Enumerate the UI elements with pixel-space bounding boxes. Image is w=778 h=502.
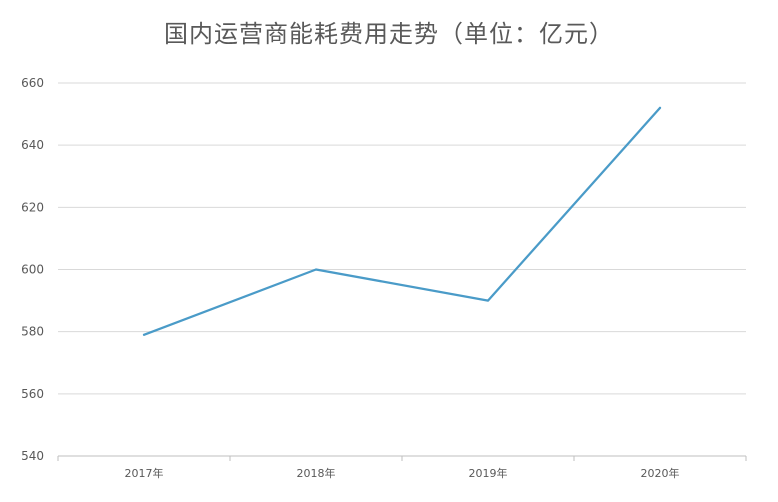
x-tick-labels: 2017年 2018年 2019年 2020年 bbox=[125, 466, 680, 480]
y-tick-label: 600 bbox=[21, 263, 44, 277]
series-lines bbox=[142, 106, 662, 336]
y-tick-label: 620 bbox=[21, 200, 44, 214]
x-tick-label: 2018年 bbox=[297, 466, 336, 480]
chart-title: 国内运营商能耗费用走势（单位：亿元） bbox=[164, 20, 614, 48]
data-point bbox=[487, 299, 489, 302]
y-tick-label: 580 bbox=[21, 325, 44, 339]
y-tick-label: 560 bbox=[21, 387, 44, 401]
y-tick-label: 660 bbox=[21, 76, 44, 90]
data-point bbox=[659, 106, 661, 109]
data-point bbox=[143, 333, 145, 336]
y-tick-label: 540 bbox=[21, 449, 44, 463]
data-point bbox=[315, 268, 317, 271]
x-tick-label: 2019年 bbox=[469, 466, 508, 480]
y-tick-label: 640 bbox=[21, 138, 44, 152]
axes bbox=[57, 455, 747, 461]
x-tick-label: 2017年 bbox=[125, 466, 164, 480]
gridlines bbox=[58, 82, 746, 395]
y-tick-labels: 540 560 580 600 620 640 660 bbox=[21, 76, 44, 463]
series-line-0 bbox=[142, 106, 662, 336]
x-tick-label: 2020年 bbox=[641, 466, 680, 480]
